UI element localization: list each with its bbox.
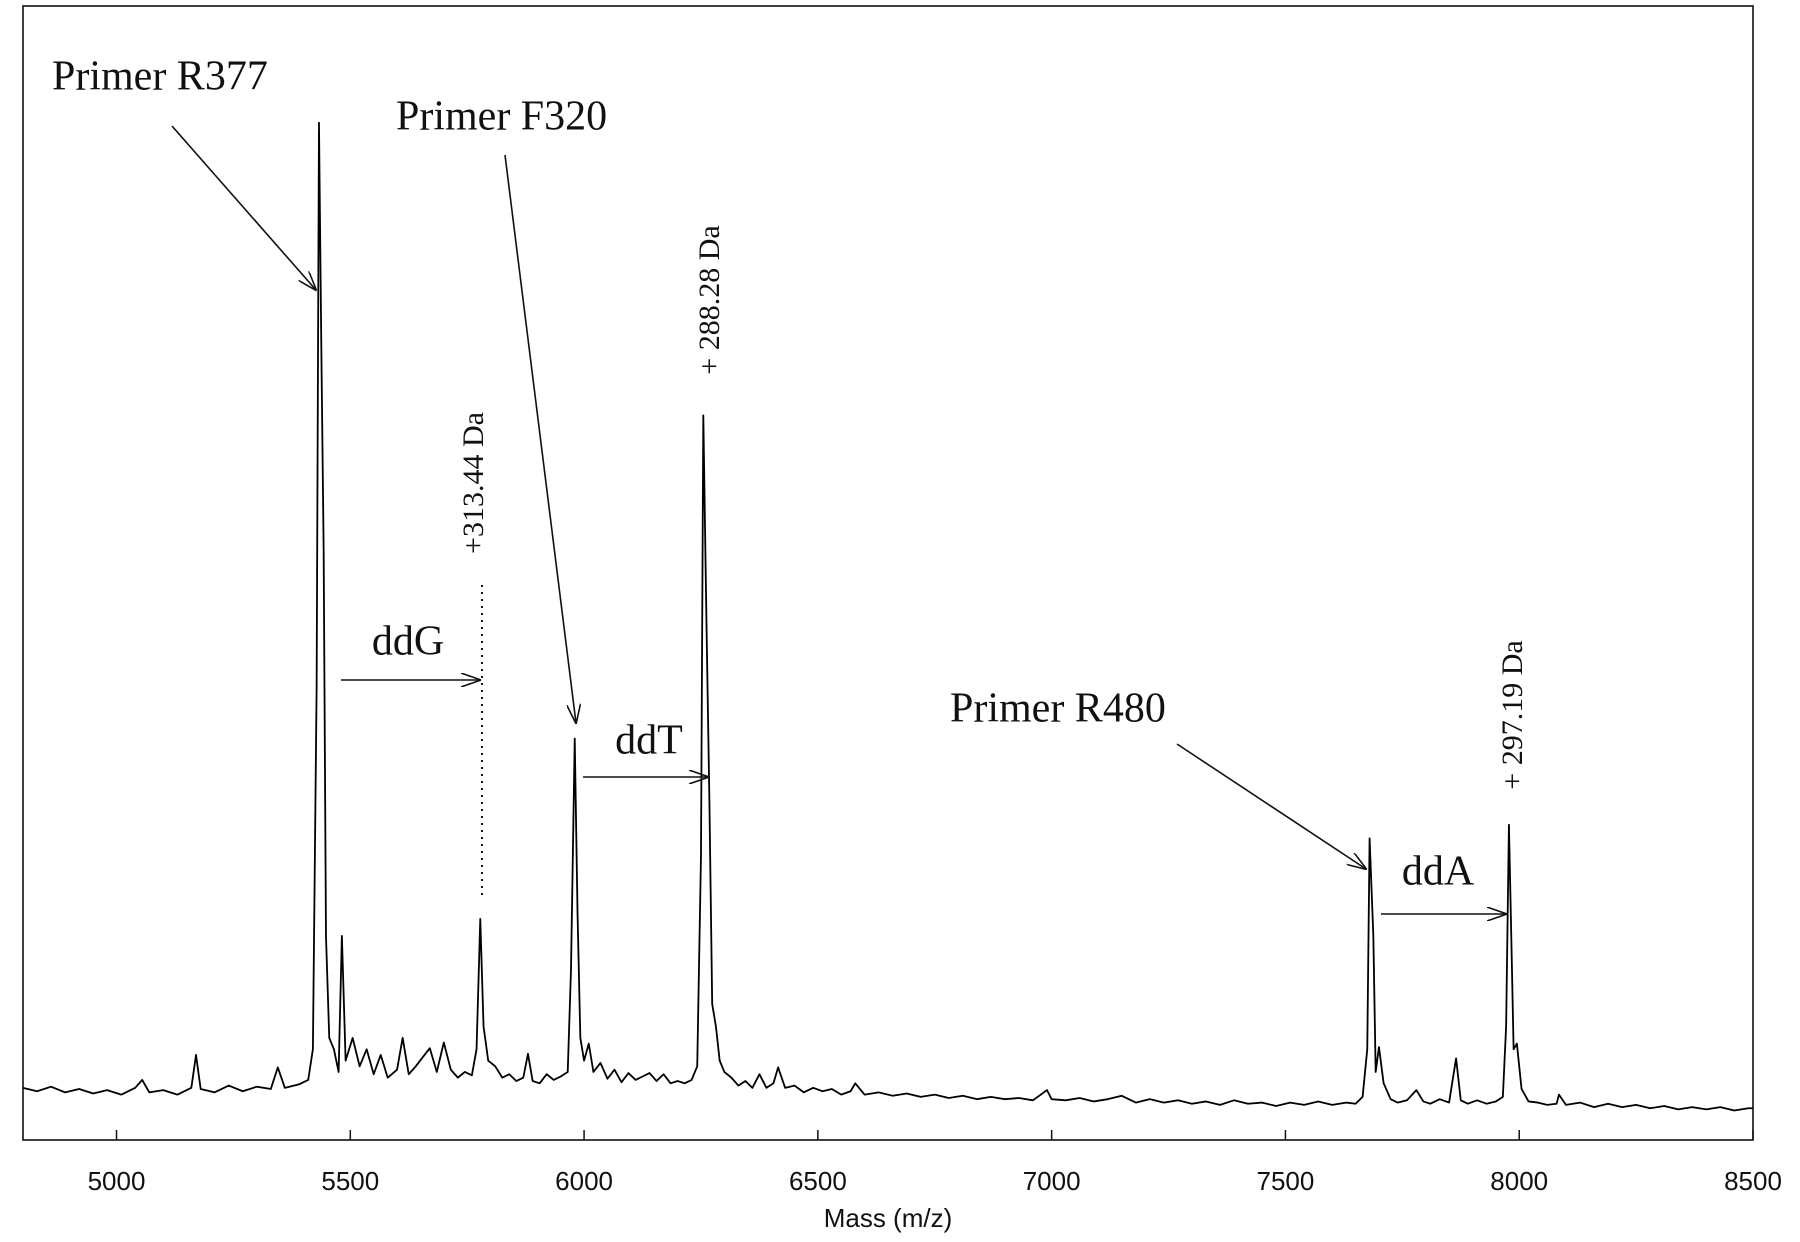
mass-shift-label: +313.44 Da xyxy=(457,412,490,554)
annotation-arrow xyxy=(171,125,316,290)
annotation-label: Primer R480 xyxy=(950,686,1166,732)
annotation-label: Primer R377 xyxy=(52,54,268,100)
x-tick-label: 6500 xyxy=(789,1166,847,1196)
annotation-label: Primer F320 xyxy=(396,94,607,140)
x-axis-label: Mass (m/z) xyxy=(824,1203,953,1233)
x-tick-label: 5500 xyxy=(321,1166,379,1196)
x-tick-label: 5000 xyxy=(88,1166,146,1196)
mass-shift-label: + 288.28 Da xyxy=(693,225,726,374)
mass-shift-label: + 297.19 Da xyxy=(1496,640,1529,789)
x-tick-label: 6000 xyxy=(555,1166,613,1196)
x-tick-label: 8000 xyxy=(1490,1166,1548,1196)
annotation-arrow xyxy=(504,154,576,723)
spectrum-line xyxy=(22,121,1753,1112)
annotation-label: ddG xyxy=(372,619,444,665)
x-tick-label: 7500 xyxy=(1257,1166,1315,1196)
annotation-label: ddT xyxy=(615,718,683,764)
plot-frame xyxy=(22,5,1754,1141)
x-tick-label: 8500 xyxy=(1724,1166,1782,1196)
x-tick-label: 7000 xyxy=(1023,1166,1081,1196)
annotation-arrow xyxy=(1176,743,1366,869)
annotation-label: ddA xyxy=(1402,849,1475,895)
